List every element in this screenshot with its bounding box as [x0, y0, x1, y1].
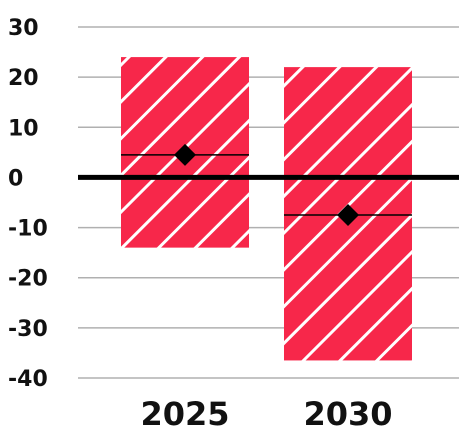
y-tick-label: 20 [8, 66, 39, 91]
y-tick-label: -20 [8, 267, 48, 292]
y-tick-label: 30 [8, 16, 39, 41]
bar-layer [121, 57, 412, 361]
marker-layer [121, 143, 412, 227]
y-axis-ticks: 30 20 10 0 -10 -20 -30 -40 [8, 16, 48, 392]
category-label-2030: 2030 [303, 395, 392, 433]
y-tick-label: 10 [8, 116, 39, 141]
y-tick-label: -10 [8, 217, 48, 242]
y-tick-label: -30 [8, 317, 48, 342]
y-tick-label: 0 [8, 166, 23, 191]
point-marker-2030 [337, 204, 359, 227]
x-axis-categories: 2025 2030 [140, 395, 392, 433]
y-tick-label: -40 [8, 367, 48, 392]
point-marker-2025 [174, 143, 196, 166]
category-label-2025: 2025 [140, 395, 229, 433]
